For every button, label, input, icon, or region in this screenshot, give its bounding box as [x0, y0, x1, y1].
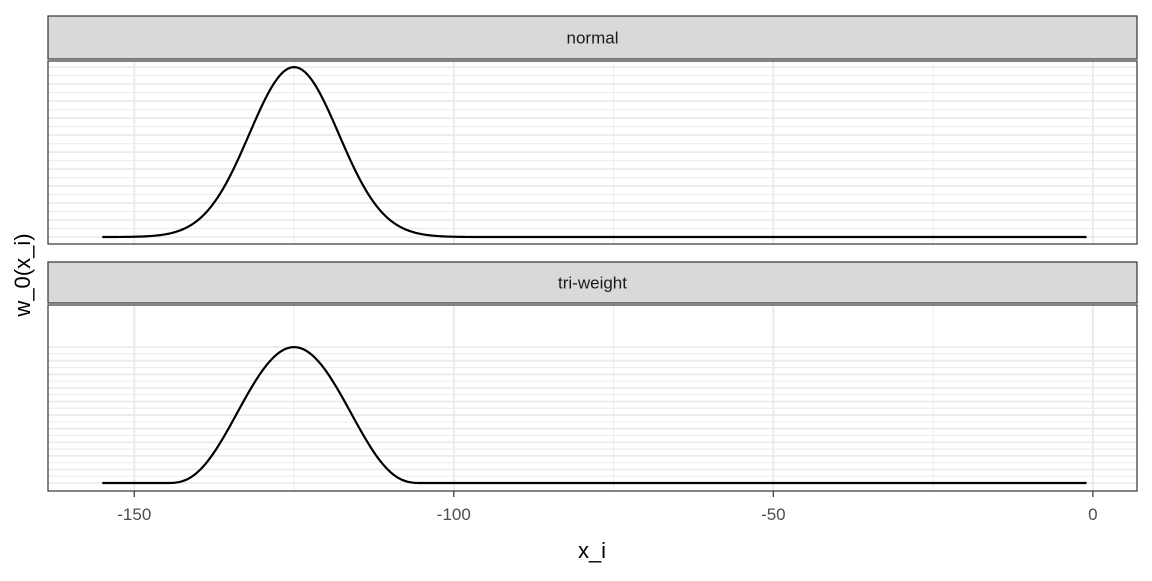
- weight-curve-normal: [102, 66, 1087, 239]
- panel-border: [47, 60, 1138, 245]
- weight-curve-triweight: [102, 346, 1087, 485]
- facet-strip-label: normal: [567, 29, 619, 48]
- x-tick-label: 0: [1088, 505, 1097, 524]
- facet-strip-label: tri-weight: [558, 274, 627, 293]
- y-axis-label: w_0(x_i): [10, 233, 35, 317]
- x-tick-label: -150: [117, 505, 151, 524]
- x-tick-label: -50: [761, 505, 786, 524]
- facet-panel-triweight: tri-weight: [47, 261, 1138, 492]
- panel-border: [47, 304, 1138, 492]
- facet-strip: [47, 15, 1138, 60]
- panel-background: [48, 305, 1137, 491]
- x-axis-label: x_i: [578, 538, 606, 563]
- facet-panel-normal: normal: [47, 15, 1138, 245]
- x-axis: -150 -100 -50 0: [117, 491, 1098, 524]
- facet-strip: [47, 261, 1138, 304]
- x-tick-label: -100: [437, 505, 471, 524]
